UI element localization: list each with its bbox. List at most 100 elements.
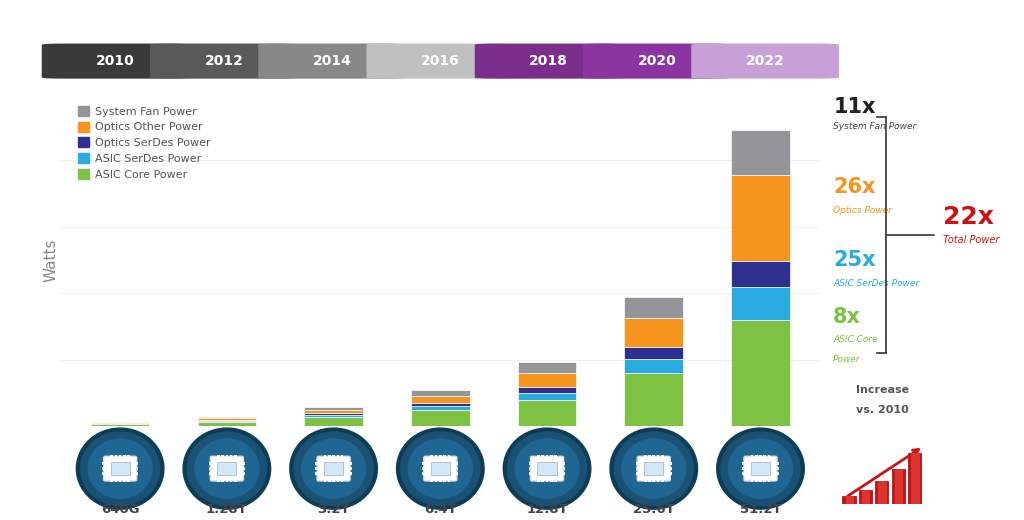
Bar bbox=[435, 455, 437, 458]
Text: 8x: 8x bbox=[834, 307, 861, 327]
Bar bbox=[625, 373, 683, 426]
Circle shape bbox=[409, 439, 472, 498]
Bar bbox=[443, 455, 445, 458]
Bar bbox=[341, 479, 343, 483]
Text: Total Power: Total Power bbox=[943, 235, 999, 245]
FancyBboxPatch shape bbox=[744, 456, 777, 481]
Bar bbox=[115, 479, 117, 483]
Bar bbox=[304, 407, 362, 410]
Bar bbox=[328, 479, 331, 483]
Bar bbox=[91, 424, 150, 426]
Text: ASIC Core: ASIC Core bbox=[834, 335, 878, 344]
Bar bbox=[562, 472, 565, 475]
Bar bbox=[324, 479, 327, 483]
Bar bbox=[198, 417, 256, 418]
Bar bbox=[669, 472, 672, 475]
Text: 2014: 2014 bbox=[312, 54, 351, 68]
Bar bbox=[625, 318, 683, 347]
Bar bbox=[217, 479, 220, 483]
Bar bbox=[731, 130, 790, 175]
Bar bbox=[127, 455, 130, 458]
Bar bbox=[550, 455, 553, 458]
Bar bbox=[755, 455, 758, 458]
Bar bbox=[775, 467, 778, 470]
Bar bbox=[111, 479, 113, 483]
FancyBboxPatch shape bbox=[475, 44, 623, 79]
Bar bbox=[546, 479, 549, 483]
Circle shape bbox=[302, 439, 366, 498]
Bar bbox=[764, 455, 766, 458]
FancyBboxPatch shape bbox=[258, 44, 406, 79]
Bar bbox=[348, 467, 351, 470]
Bar bbox=[775, 472, 778, 475]
Bar bbox=[447, 479, 451, 483]
Bar bbox=[304, 410, 362, 413]
Bar bbox=[456, 467, 459, 470]
Bar bbox=[759, 479, 762, 483]
Bar bbox=[755, 479, 758, 483]
Bar bbox=[892, 469, 904, 504]
FancyBboxPatch shape bbox=[103, 456, 136, 481]
Bar bbox=[111, 455, 113, 458]
Bar bbox=[123, 479, 126, 483]
Bar bbox=[625, 297, 683, 318]
Bar bbox=[562, 467, 565, 470]
Bar bbox=[225, 479, 228, 483]
Text: vs. 2010: vs. 2010 bbox=[856, 405, 909, 415]
Bar bbox=[538, 479, 540, 483]
Bar bbox=[562, 462, 565, 465]
Bar bbox=[111, 462, 130, 475]
Bar bbox=[304, 413, 362, 415]
Bar bbox=[435, 479, 437, 483]
Bar bbox=[123, 455, 126, 458]
Bar bbox=[119, 479, 122, 483]
Bar bbox=[742, 462, 745, 465]
Circle shape bbox=[503, 428, 591, 509]
Circle shape bbox=[717, 428, 804, 509]
Bar bbox=[625, 359, 683, 373]
Circle shape bbox=[728, 439, 793, 498]
Bar bbox=[422, 462, 425, 465]
Bar bbox=[315, 472, 318, 475]
Bar bbox=[731, 175, 790, 261]
Bar bbox=[862, 489, 870, 504]
Bar bbox=[846, 496, 854, 504]
Bar bbox=[656, 479, 659, 483]
Bar bbox=[315, 462, 318, 465]
Bar bbox=[332, 479, 335, 483]
Text: 25.6T: 25.6T bbox=[633, 503, 675, 516]
Bar bbox=[328, 455, 331, 458]
Circle shape bbox=[195, 439, 259, 498]
Bar bbox=[225, 455, 228, 458]
Text: Power: Power bbox=[834, 355, 861, 365]
Bar bbox=[127, 479, 130, 483]
Bar bbox=[518, 393, 577, 400]
Bar bbox=[102, 467, 105, 470]
Bar bbox=[648, 455, 651, 458]
Bar bbox=[234, 455, 237, 458]
FancyBboxPatch shape bbox=[637, 456, 671, 481]
Circle shape bbox=[88, 439, 153, 498]
Bar bbox=[411, 403, 470, 406]
Bar bbox=[742, 472, 745, 475]
Bar bbox=[337, 455, 339, 458]
Bar bbox=[759, 455, 762, 458]
Text: 22x: 22x bbox=[943, 205, 994, 229]
Text: 2022: 2022 bbox=[745, 54, 784, 68]
Bar bbox=[529, 472, 532, 475]
Bar bbox=[625, 347, 683, 359]
Bar bbox=[439, 479, 441, 483]
Bar bbox=[775, 462, 778, 465]
Circle shape bbox=[622, 439, 686, 498]
Bar bbox=[768, 479, 770, 483]
Bar bbox=[102, 462, 105, 465]
Bar bbox=[135, 462, 138, 465]
Bar bbox=[337, 479, 339, 483]
Bar bbox=[636, 462, 639, 465]
FancyBboxPatch shape bbox=[424, 456, 457, 481]
Bar bbox=[217, 462, 237, 475]
Bar bbox=[644, 462, 664, 475]
Bar bbox=[731, 287, 790, 320]
Bar bbox=[895, 469, 903, 504]
Bar bbox=[660, 455, 664, 458]
